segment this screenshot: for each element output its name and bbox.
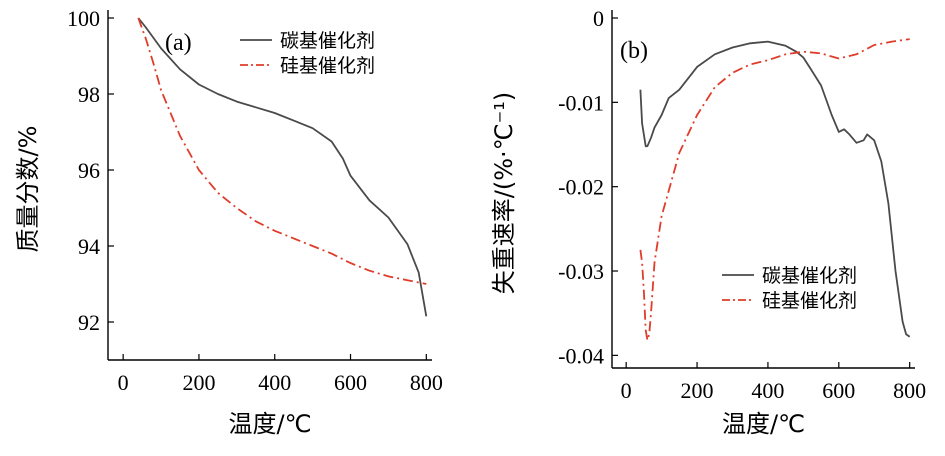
x-tick-label: 200 [182, 370, 215, 395]
y-tick-label: -0.02 [558, 175, 604, 200]
series-line-2 [137, 17, 427, 285]
x-tick-label: 800 [410, 370, 443, 395]
legend-label-1: 碳基催化剂 [280, 30, 375, 52]
x-tick-label: 600 [822, 378, 855, 403]
x-tick-label: 600 [334, 370, 367, 395]
series-line-2 [639, 38, 910, 342]
x-tick-label: 800 [893, 378, 926, 403]
x-tick-label: 200 [681, 378, 714, 403]
y-tick-label: 92 [78, 310, 100, 335]
y-tick-label: 96 [78, 158, 100, 183]
y-axis-title: 失重速率/(%·℃⁻¹) [490, 92, 518, 295]
panel-label: (b) [620, 38, 648, 64]
legend-label-2: 硅基催化剂 [280, 55, 375, 77]
panel-label: (a) [165, 30, 192, 56]
y-tick-label: 0 [593, 6, 604, 31]
x-tick-label: 0 [621, 378, 632, 403]
y-tick-label: -0.01 [558, 90, 604, 115]
x-tick-label: 400 [751, 378, 784, 403]
y-tick-label: 98 [78, 82, 100, 107]
y-tick-label: 100 [67, 6, 100, 31]
y-axis-title: 质量分数/% [14, 126, 42, 253]
x-axis-title: 温度/℃ [722, 410, 805, 438]
x-axis-title: 温度/℃ [228, 410, 311, 438]
y-tick-label: -0.03 [558, 259, 604, 284]
series-line-1 [639, 40, 911, 338]
chart-panel-a: 0 200 400 600 800 92 94 96 98 100 温度/℃ 质量分数/% (a) 碳基催… [14, 6, 443, 438]
y-tick-label: 94 [78, 234, 100, 259]
chart-panel-b: 0 200 400 600 800 0 -0.01 -0.02 -0.03 -0.04 温度/℃ 失重… [490, 6, 926, 438]
series-line-1 [137, 17, 428, 317]
legend-label-1: 碳基催化剂 [762, 265, 857, 287]
x-tick-label: 400 [258, 370, 291, 395]
legend-label-2: 硅基催化剂 [762, 290, 857, 312]
y-tick-label: -0.04 [558, 343, 604, 368]
x-tick-label: 0 [118, 370, 129, 395]
